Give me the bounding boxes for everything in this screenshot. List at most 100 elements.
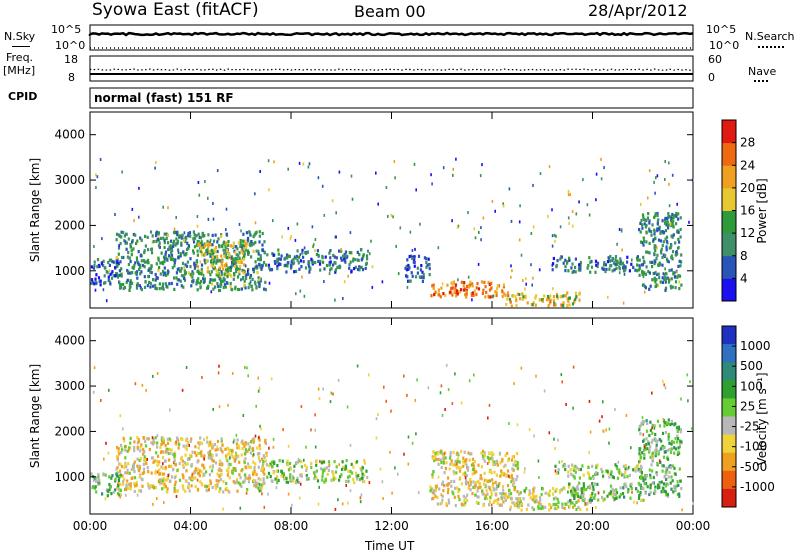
velocity-data-cell [533,486,536,490]
velocity-data-cell [560,488,563,492]
velocity-data-cell [126,479,129,483]
power-data-cell [664,276,667,280]
velocity-data-cell [190,437,193,441]
velocity-scatter-cell [403,374,405,378]
velocity-scatter-cell [486,497,489,501]
velocity-data-cell [645,482,648,486]
velocity-data-cell [650,440,653,445]
power-data-cell [638,264,641,268]
power-scatter-cell [259,277,261,281]
power-data-cell [666,216,669,221]
velocity-data-cell [355,460,359,464]
power-data-cell [161,282,165,286]
velocity-data-cell [638,494,641,498]
velocity-data-cell [619,486,622,490]
power-data-cell [220,262,223,267]
velocity-data-cell [612,490,615,494]
velocity-data-cell [215,453,218,457]
velocity-data-cell [642,422,645,426]
power-data-cell [129,285,132,289]
power-data-cell [615,266,618,270]
velocity-data-cell [115,486,119,491]
velocity-data-cell [582,485,585,489]
velocity-data-cell [638,425,641,429]
velocity-data-cell [640,471,643,475]
velocity-data-cell [157,462,160,467]
power-data-cell [184,253,187,257]
velocity-scatter-cell [246,366,248,370]
power-data-cell [211,249,214,253]
power-data-cell [352,257,355,261]
velocity-data-cell [106,489,109,493]
velocity-scatter-cell [664,386,667,390]
power-data-cell [618,267,621,271]
power-data-cell [182,274,185,278]
power-data-cell [241,277,244,281]
power-scatter-cell [467,211,469,215]
power-data-cell [93,282,96,286]
power-data-cell [206,266,209,270]
velocity-data-cell [609,492,612,496]
power-colorbar-tick-label: 16 [740,204,755,218]
velocity-data-cell [262,454,265,458]
power-data-cell [675,250,678,254]
power-data-cell [579,261,582,265]
power-data-cell [224,244,227,248]
power-data-cell [222,279,225,283]
power-data-cell [545,298,549,302]
velocity-scatter-cell [516,423,519,427]
velocity-data-cell [161,479,164,483]
velocity-scatter-cell [508,474,510,478]
velocity-data-cell [119,443,123,447]
power-data-cell [143,250,146,255]
velocity-data-cell [124,471,127,475]
power-data-cell [653,229,656,233]
power-data-cell [230,264,233,268]
power-data-cell [653,277,656,281]
velocity-data-cell [180,437,183,441]
power-data-cell [243,263,246,267]
power-data-cell [308,260,311,264]
velocity-colorbar-segment [722,416,736,436]
velocity-data-cell [139,449,142,453]
power-data-cell [201,253,204,257]
velocity-data-cell [437,457,440,461]
velocity-data-cell [518,504,521,508]
power-data-cell [216,281,219,286]
velocity-data-cell [460,449,463,454]
velocity-colorbar-tick-label: -500 [740,460,767,474]
power-data-cell [245,273,248,277]
velocity-data-cell [557,468,560,472]
power-data-cell [168,254,171,258]
velocity-data-cell [299,473,302,477]
power-data-cell [107,275,110,279]
velocity-data-cell [496,483,499,487]
power-data-cell [235,270,238,274]
velocity-data-cell [641,420,644,424]
velocity-scatter-cell [145,388,147,392]
power-scatter-cell [317,176,320,180]
power-data-cell [220,259,223,263]
velocity-data-cell [460,482,463,486]
velocity-data-cell [473,471,476,475]
velocity-scatter-cell [322,387,324,391]
velocity-data-cell [519,491,522,495]
power-scatter-cell [204,180,206,183]
velocity-scatter-cell [231,469,233,473]
velocity-data-cell [212,459,215,463]
velocity-data-cell [446,491,450,495]
velocity-data-cell [498,482,501,486]
power-data-cell [249,276,252,280]
velocity-data-cell [662,455,666,459]
power-data-cell [547,304,550,308]
velocity-data-cell [505,494,508,498]
power-data-cell [574,265,577,269]
power-data-cell [189,265,192,269]
velocity-data-cell [152,486,156,490]
velocity-data-cell [323,460,326,464]
velocity-data-cell [114,479,117,483]
power-scatter-cell [93,245,95,248]
power-data-cell [120,272,123,276]
power-data-cell [196,264,199,269]
power-data-cell [192,240,196,244]
